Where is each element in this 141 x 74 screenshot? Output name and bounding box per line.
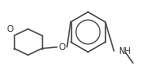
Text: NH: NH xyxy=(118,48,131,57)
Text: O: O xyxy=(59,42,66,52)
Text: O: O xyxy=(6,26,14,34)
